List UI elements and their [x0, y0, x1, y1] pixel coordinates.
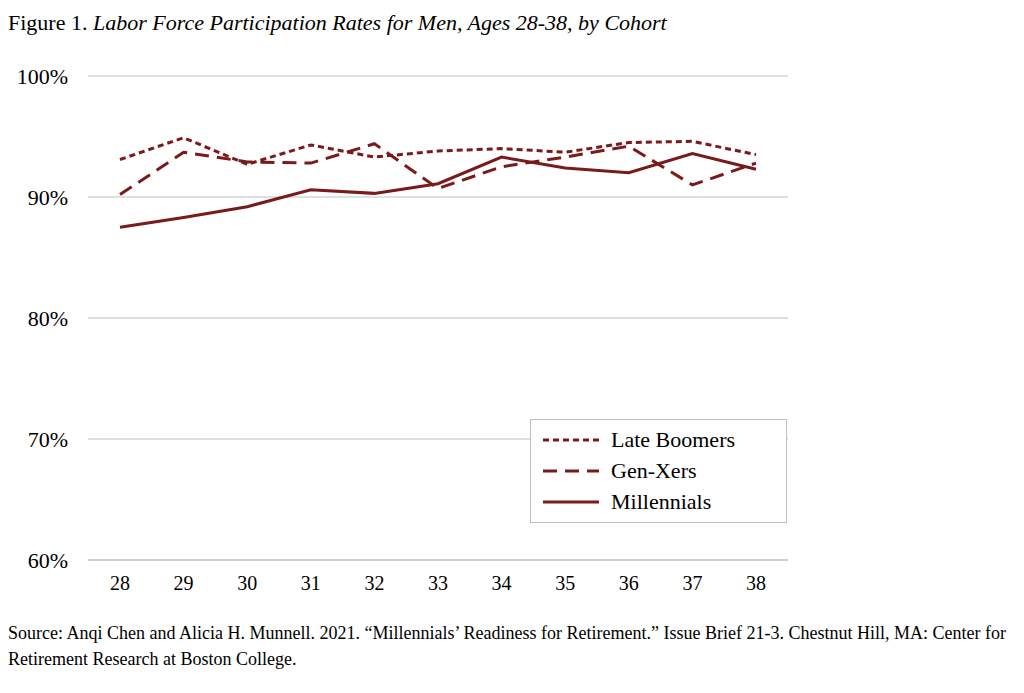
svg-text:29: 29 [174, 572, 194, 594]
svg-text:31: 31 [301, 572, 321, 594]
svg-text:32: 32 [364, 572, 384, 594]
svg-text:38: 38 [746, 572, 766, 594]
svg-text:70%: 70% [28, 427, 68, 452]
html-text:Millennials: Millennials [611, 489, 712, 515]
svg-text:34: 34 [492, 572, 512, 594]
svg-text:60%: 60% [28, 548, 68, 573]
svg-text:100%: 100% [17, 64, 68, 89]
html-text:Figure 1. Labor Force Particip: Figure 1. Labor Force Participation Rate… [8, 10, 667, 35]
html-text:Source: Anqi Chen and Alicia H: Source: Anqi Chen and Alicia H. Munnell.… [8, 623, 1006, 670]
svg-text:28: 28 [110, 572, 130, 594]
html-text:Gen-Xers: Gen-Xers [611, 458, 697, 483]
svg-text:35: 35 [555, 572, 575, 594]
svg-text:37: 37 [682, 572, 702, 594]
html-text:Late Boomers: Late Boomers [611, 426, 735, 452]
svg-text:90%: 90% [28, 185, 68, 210]
svg-text:36: 36 [619, 572, 639, 594]
svg-text:80%: 80% [28, 306, 68, 331]
svg-text:33: 33 [428, 572, 448, 594]
svg-text:30: 30 [237, 572, 257, 594]
